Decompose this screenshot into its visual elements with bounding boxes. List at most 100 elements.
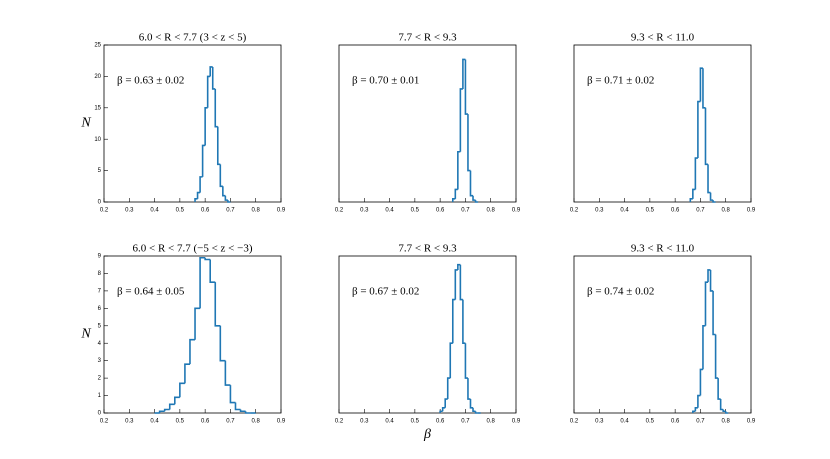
histogram-step xyxy=(699,368,703,396)
histogram-step xyxy=(209,259,216,283)
x-tick-label: 0.3 xyxy=(360,419,369,425)
histogram-step xyxy=(439,410,443,413)
histogram-step xyxy=(204,107,208,146)
x-tick-label: 0.9 xyxy=(747,419,756,425)
x-tick-label: 0.3 xyxy=(360,208,369,214)
histogram-step xyxy=(194,307,201,340)
histogram-step xyxy=(189,338,196,365)
x-tick-label: 0.3 xyxy=(125,208,134,214)
histogram-step xyxy=(234,402,241,411)
panel-title: 6.0 < R < 7.7 (−5 < z < −3) xyxy=(132,243,252,255)
histogram-step xyxy=(459,88,463,152)
histogram-step xyxy=(714,334,719,379)
x-tick-label: 0.5 xyxy=(411,419,420,425)
y-tick-label: 5 xyxy=(98,323,102,329)
histogram-step xyxy=(707,269,711,283)
histogram-step xyxy=(462,299,466,345)
x-tick-label: 0.5 xyxy=(176,208,185,214)
histogram-step xyxy=(699,67,703,102)
histogram-step xyxy=(201,144,206,177)
y-tick-label: 6 xyxy=(98,306,102,312)
histogram-step xyxy=(158,410,165,413)
histogram-step xyxy=(722,409,726,413)
histogram-step xyxy=(717,378,721,400)
histogram-step xyxy=(214,88,218,128)
x-tick-label: 0.5 xyxy=(646,208,655,214)
histogram-step xyxy=(719,399,724,411)
histogram-step xyxy=(229,385,236,404)
histogram-step xyxy=(702,68,706,109)
histogram-step xyxy=(199,176,203,193)
x-tick-label: 0.8 xyxy=(487,208,496,214)
y-tick-label: 5 xyxy=(98,168,102,174)
x-tick-label: 0.9 xyxy=(277,419,286,425)
histogram-step xyxy=(244,411,251,414)
histogram-step xyxy=(692,410,696,413)
x-tick-label: 0.6 xyxy=(436,419,445,425)
histogram-step xyxy=(196,191,201,199)
y-tick-label: 10 xyxy=(94,137,101,143)
y-tick-label: 25 xyxy=(94,43,101,49)
y-tick-label: 20 xyxy=(94,74,101,80)
x-tick-label: 0.4 xyxy=(385,208,394,214)
x-tick-label: 0.6 xyxy=(671,419,680,425)
x-tick-label: 0.4 xyxy=(620,208,629,214)
histogram-step xyxy=(704,107,709,166)
histogram-step xyxy=(457,150,461,190)
x-tick-label: 0.2 xyxy=(335,208,344,214)
histogram-step xyxy=(224,360,231,386)
histogram-step xyxy=(712,200,716,203)
histogram-step xyxy=(474,411,479,414)
annotation: β = 0.74 ± 0.02 xyxy=(587,286,654,298)
histogram-step xyxy=(204,257,211,261)
histogram-step xyxy=(168,403,175,410)
x-tick-label: 0.6 xyxy=(201,419,210,425)
histogram-step xyxy=(444,398,448,408)
histogram-step xyxy=(206,75,211,108)
histogram-step xyxy=(227,200,231,203)
y-tick-label: 15 xyxy=(94,105,101,111)
axes-frame xyxy=(103,255,282,414)
annotation: β = 0.67 ± 0.02 xyxy=(352,286,419,298)
y-tick-label: 2 xyxy=(98,376,102,382)
x-tick-label: 0.9 xyxy=(747,208,756,214)
panel-title: 7.7 < R < 9.3 xyxy=(398,243,457,255)
histogram-step xyxy=(472,407,476,413)
histogram-step xyxy=(467,114,471,172)
histogram-step xyxy=(474,200,479,203)
histogram-step xyxy=(224,195,228,201)
x-tick-label: 0.9 xyxy=(512,419,521,425)
histogram-step xyxy=(239,409,246,413)
y-axis-label: N xyxy=(80,327,91,342)
x-tick-label: 0.3 xyxy=(125,419,134,425)
histogram-step xyxy=(163,408,170,412)
histogram-step xyxy=(724,411,729,414)
x-axis-label: β xyxy=(423,427,431,442)
histogram-step xyxy=(446,377,451,400)
histogram-step xyxy=(694,406,698,412)
histogram-step xyxy=(709,269,714,292)
histogram-step xyxy=(464,59,468,115)
x-tick-label: 0.7 xyxy=(226,419,235,425)
y-tick-label: 3 xyxy=(98,358,102,364)
x-tick-label: 0.7 xyxy=(696,208,705,214)
histogram-step xyxy=(712,290,716,336)
histogram-step xyxy=(689,198,693,202)
x-tick-label: 0.9 xyxy=(512,208,521,214)
x-tick-label: 0.3 xyxy=(595,208,604,214)
annotation: β = 0.63 ± 0.02 xyxy=(117,75,184,87)
histogram-step xyxy=(707,164,711,194)
histogram-step xyxy=(451,198,456,202)
histogram-step xyxy=(692,188,696,199)
histogram-step xyxy=(697,100,701,159)
histogram-step xyxy=(179,382,185,398)
histogram-step xyxy=(709,192,714,201)
x-tick-label: 0.4 xyxy=(385,419,394,425)
axes-frame xyxy=(338,255,517,414)
y-tick-label: 0 xyxy=(98,411,102,417)
histogram-step xyxy=(216,126,221,166)
x-tick-label: 0.2 xyxy=(570,419,579,425)
histogram-step xyxy=(469,170,474,197)
histogram-step xyxy=(214,282,221,327)
x-tick-label: 0.8 xyxy=(252,419,261,425)
